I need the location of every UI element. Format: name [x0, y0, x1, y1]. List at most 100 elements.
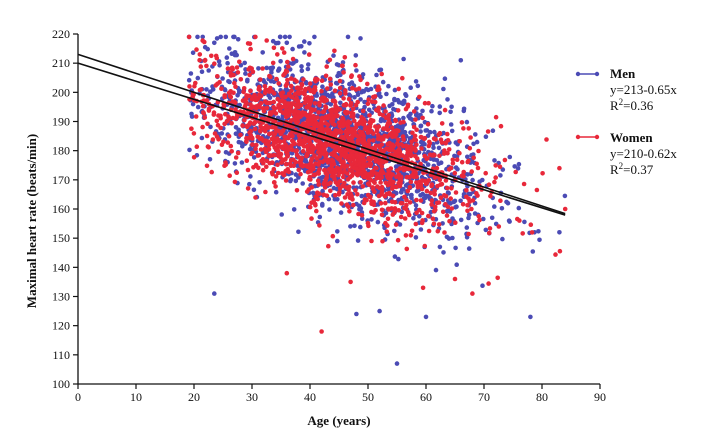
data-point	[212, 61, 217, 66]
data-point	[322, 180, 327, 185]
legend-women-r2-prefix: R	[610, 162, 619, 177]
data-point	[305, 164, 311, 169]
data-point	[431, 145, 436, 151]
data-point	[392, 200, 398, 205]
data-point	[323, 104, 328, 109]
data-point	[219, 86, 224, 91]
data-point	[438, 195, 444, 200]
data-point	[371, 94, 376, 100]
legend-men-r2-prefix: R	[610, 98, 619, 113]
data-point	[358, 97, 363, 102]
data-point	[269, 67, 274, 72]
data-point	[413, 170, 418, 176]
data-point	[457, 139, 463, 144]
data-point	[507, 154, 513, 160]
data-point	[468, 191, 473, 197]
data-point	[411, 109, 417, 114]
data-point	[536, 229, 541, 234]
data-point	[312, 101, 318, 106]
data-point	[329, 111, 334, 117]
data-point	[218, 34, 223, 40]
x-tick-label: 70	[478, 390, 490, 404]
data-point	[466, 246, 472, 251]
data-point	[307, 142, 313, 147]
data-point	[324, 128, 330, 134]
data-point	[475, 193, 480, 198]
legend-item-women: Women y=210-0.62x R2=0.37	[575, 130, 677, 177]
data-point	[246, 93, 252, 99]
data-point	[452, 170, 458, 176]
data-point	[194, 144, 200, 149]
legend-women-label: Women	[610, 130, 653, 145]
data-point	[437, 104, 443, 109]
data-point	[499, 206, 505, 211]
data-point	[248, 88, 253, 94]
data-point	[291, 207, 297, 212]
data-point	[328, 180, 333, 186]
data-point	[470, 177, 475, 183]
data-point	[264, 164, 269, 170]
data-point	[429, 182, 435, 187]
data-point	[426, 228, 432, 234]
data-point	[322, 185, 328, 190]
data-point	[401, 56, 406, 62]
data-point	[498, 198, 503, 203]
data-point	[381, 103, 386, 108]
data-point	[387, 140, 392, 146]
data-point	[272, 131, 278, 136]
data-point	[202, 115, 208, 120]
data-point	[352, 131, 357, 136]
data-point	[480, 283, 485, 289]
data-point	[426, 213, 431, 219]
data-point	[448, 109, 453, 115]
data-point	[270, 60, 276, 66]
data-point	[198, 64, 204, 69]
data-point	[418, 193, 423, 198]
data-point	[339, 63, 345, 69]
legend-men-r2: R2=0.36	[610, 97, 654, 113]
data-point	[417, 94, 422, 100]
data-point	[332, 196, 338, 202]
data-point	[465, 172, 470, 177]
data-point	[398, 190, 404, 195]
data-point	[186, 77, 192, 83]
data-point	[241, 86, 247, 91]
data-point	[476, 148, 481, 154]
data-point	[286, 64, 291, 69]
data-point	[418, 181, 424, 187]
data-point	[420, 115, 425, 121]
data-point	[414, 142, 419, 148]
data-point	[357, 158, 362, 163]
data-point	[349, 80, 355, 85]
data-point	[495, 275, 501, 281]
data-point	[453, 220, 458, 225]
data-point	[490, 128, 496, 133]
data-point	[427, 152, 433, 157]
x-tick-label: 20	[188, 390, 200, 404]
data-point	[331, 150, 336, 155]
women-points	[186, 34, 568, 334]
data-point	[324, 64, 330, 69]
data-point	[193, 80, 198, 86]
data-point	[375, 171, 381, 177]
data-point	[431, 136, 437, 141]
data-point	[359, 114, 364, 120]
data-point	[243, 71, 248, 76]
data-point	[420, 108, 425, 114]
data-point	[357, 161, 362, 166]
data-point	[260, 167, 266, 173]
data-point	[189, 114, 195, 119]
y-tick-label: 100	[52, 377, 70, 391]
data-point	[316, 110, 321, 115]
data-point	[316, 181, 322, 187]
data-point	[341, 117, 346, 122]
data-point	[393, 222, 399, 227]
data-point	[360, 184, 366, 189]
data-point	[284, 270, 290, 276]
data-point	[290, 147, 295, 153]
data-point	[383, 126, 388, 131]
data-point	[443, 201, 448, 207]
data-point	[367, 113, 372, 118]
y-tick-label: 180	[52, 144, 70, 158]
data-point	[306, 62, 311, 67]
